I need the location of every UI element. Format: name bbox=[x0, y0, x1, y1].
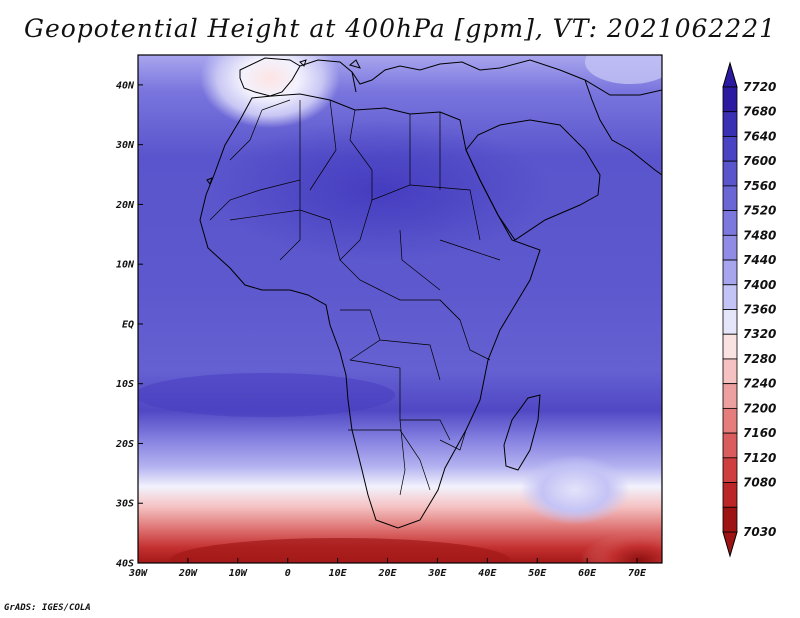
colorbar-label: 7030 bbox=[743, 525, 776, 539]
footer-credit: GrADS: IGES/COLA bbox=[4, 603, 91, 613]
colorbar-swatch bbox=[722, 136, 738, 162]
lat-tick-label: 20N bbox=[115, 200, 135, 211]
colorbar-swatch bbox=[722, 259, 738, 286]
colorbar-label: 7480 bbox=[743, 228, 776, 242]
colorbar-swatch bbox=[722, 111, 738, 137]
colorbar-label: 7120 bbox=[743, 451, 776, 465]
latitude-axis: 40N 30N 20N 10N EQ 10S 20S 30S 40S bbox=[115, 80, 143, 570]
lon-tick-label: 30E bbox=[427, 568, 447, 579]
lon-tick-label: 10E bbox=[329, 568, 348, 579]
lat-tick-label: EQ bbox=[122, 319, 134, 330]
colorbar-label: 7320 bbox=[743, 327, 776, 341]
colorbar: 7720 7680 7640 7600 7560 7520 7480 7440 7400 7360… bbox=[722, 61, 776, 558]
colorbar-bottom-arrow bbox=[722, 531, 738, 558]
colorbar-swatch bbox=[722, 333, 738, 360]
colorbar-label: 7680 bbox=[743, 105, 776, 119]
lon-tick-label: 50E bbox=[528, 568, 547, 579]
lat-tick-label: 40S bbox=[116, 559, 134, 570]
colorbar-label: 7640 bbox=[743, 129, 776, 143]
colorbar-swatch bbox=[722, 407, 738, 434]
colorbar-swatch bbox=[722, 185, 738, 212]
colorbar-swatch bbox=[722, 160, 738, 187]
longitude-axis: 30W 20W 10W 0 10E 20E 30E 40E 50E 60E 70E bbox=[128, 558, 647, 579]
colorbar-label: 7600 bbox=[743, 154, 776, 168]
colorbar-swatch bbox=[722, 383, 738, 409]
map-title: Geopotential Height at 400hPa [gpm], VT:… bbox=[23, 14, 777, 43]
colorbar-swatch bbox=[722, 86, 738, 113]
colorbar-label: 7520 bbox=[743, 204, 776, 218]
colorbar-swatch bbox=[722, 309, 738, 335]
lon-tick-label: 20E bbox=[377, 568, 397, 579]
map-frame bbox=[137, 54, 663, 564]
colorbar-swatch bbox=[722, 506, 738, 533]
colorbar-label: 7200 bbox=[743, 401, 776, 415]
country-borders bbox=[209, 99, 501, 496]
colorbar-label: 7560 bbox=[743, 179, 776, 193]
lon-tick-label: 60E bbox=[578, 568, 597, 579]
lat-tick-label: 20S bbox=[115, 439, 134, 450]
colorbar-label: 7280 bbox=[743, 352, 776, 366]
lon-tick-label: 0 bbox=[285, 568, 291, 579]
colorbar-label: 7160 bbox=[743, 426, 776, 440]
height-field bbox=[138, 55, 662, 563]
colorbar-swatch bbox=[722, 432, 738, 459]
lon-tick-label: 10W bbox=[229, 568, 248, 579]
colorbar-swatch bbox=[722, 482, 738, 508]
colorbar-label: 7240 bbox=[743, 377, 776, 391]
colorbar-swatch bbox=[722, 358, 738, 385]
colorbar-label: 7360 bbox=[743, 303, 776, 317]
lat-tick-label: 10N bbox=[116, 260, 135, 271]
colorbar-swatch bbox=[722, 457, 738, 483]
lat-tick-label: 30S bbox=[115, 499, 134, 510]
colorbar-label: 7400 bbox=[743, 278, 776, 292]
colorbar-swatch bbox=[722, 284, 738, 310]
colorbar-swatch bbox=[722, 210, 738, 236]
colorbar-top-arrow bbox=[722, 61, 738, 88]
colorbar-label: 7720 bbox=[743, 80, 776, 94]
lon-tick-label: 70E bbox=[628, 568, 647, 579]
lat-tick-label: 40N bbox=[116, 80, 135, 91]
colorbar-label: 7080 bbox=[743, 476, 776, 490]
lon-tick-label: 20W bbox=[178, 568, 198, 579]
lon-tick-label: 30W bbox=[128, 568, 148, 579]
lat-tick-label: 10S bbox=[116, 379, 134, 390]
coastlines bbox=[199, 57, 662, 529]
lon-tick-label: 40E bbox=[478, 568, 497, 579]
colorbar-swatch bbox=[722, 234, 738, 261]
colorbar-label: 7440 bbox=[743, 253, 776, 267]
lat-tick-label: 30N bbox=[115, 140, 135, 151]
